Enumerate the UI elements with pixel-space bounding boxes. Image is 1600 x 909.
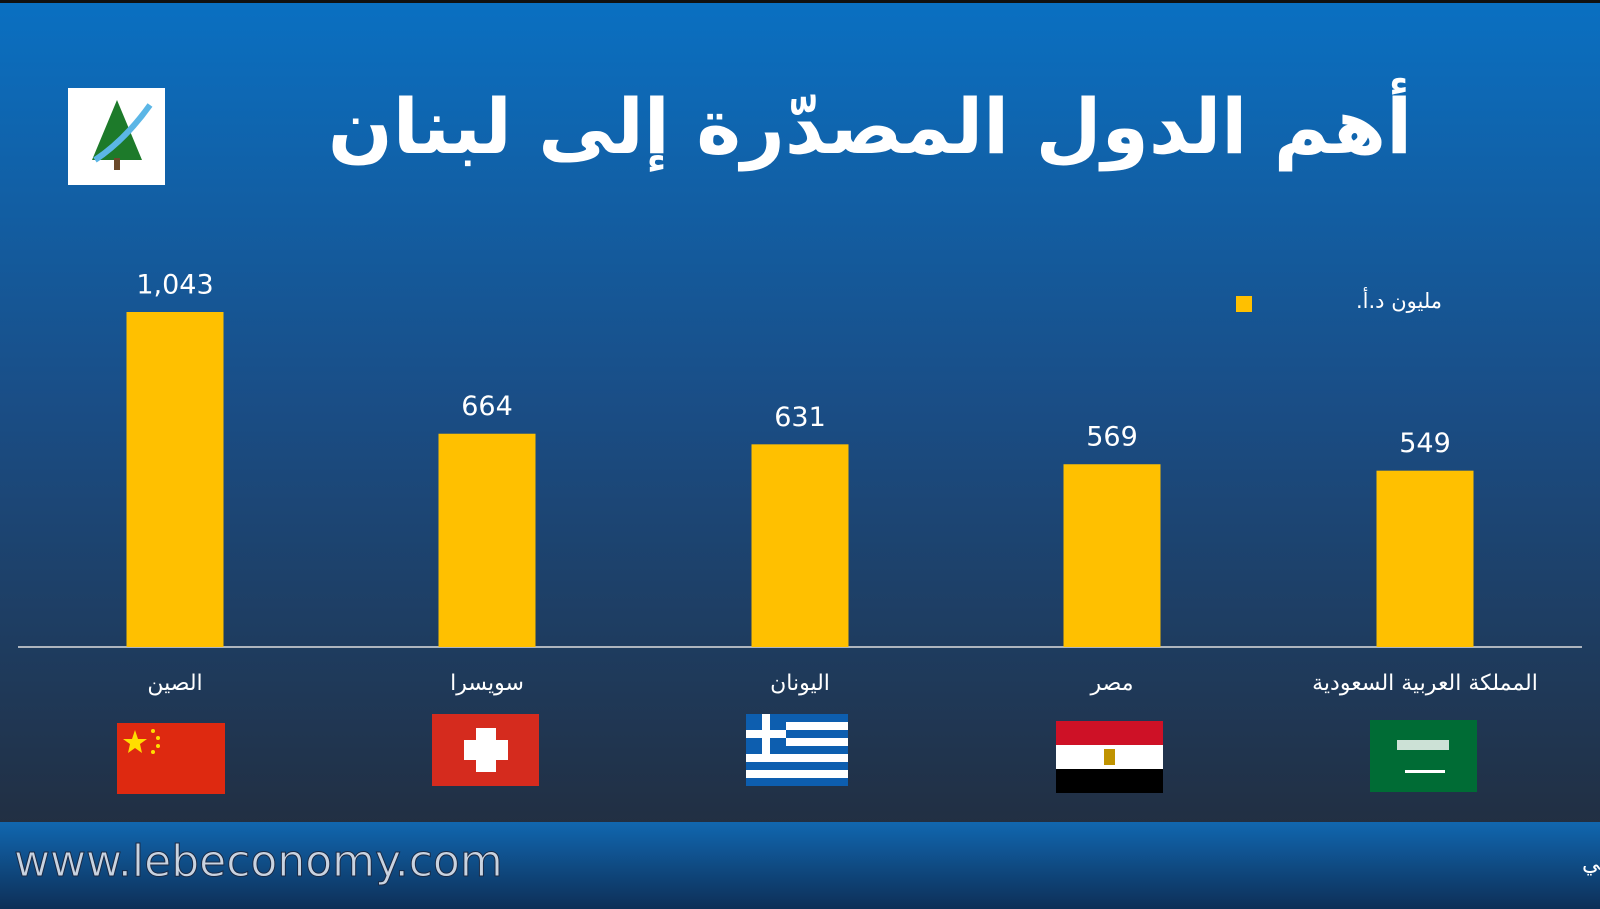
x-tick-label: مصر [1089,671,1133,696]
flag-greece [746,714,848,786]
legend-label: مليون د.أ. [1356,287,1442,313]
flag-egypt [1056,721,1163,793]
x-tick-label: الصين [147,671,202,696]
value-label: 1,043 [136,270,213,301]
x-tick-label: المملكة العربية السعودية [1312,671,1538,696]
value-label: 631 [774,402,826,433]
bar [126,312,224,647]
flag-switzerland [432,714,539,786]
bar [751,444,849,647]
value-label: 664 [461,391,513,422]
flag-saudi-arabia [1370,720,1477,792]
flag-china [117,723,225,794]
bar [438,433,536,647]
legend-swatch [1236,296,1252,312]
top-border [0,0,1600,3]
source-note: المصدر: إدارة الجمارك اللبنانية، وحدة ال… [1582,849,1600,876]
value-label: 569 [1086,422,1138,453]
website: www.lebeconomy.com [14,836,503,887]
x-tick-label: سويسرا [450,671,524,696]
x-tick-label: اليونان [770,671,830,696]
chart-title: أهم الدول المصدّرة إلى لبنان [328,77,1412,172]
footer-band [0,822,1600,909]
bar [1376,470,1474,647]
value-label: 549 [1399,428,1451,459]
bar [1063,464,1161,647]
logo [68,88,165,185]
